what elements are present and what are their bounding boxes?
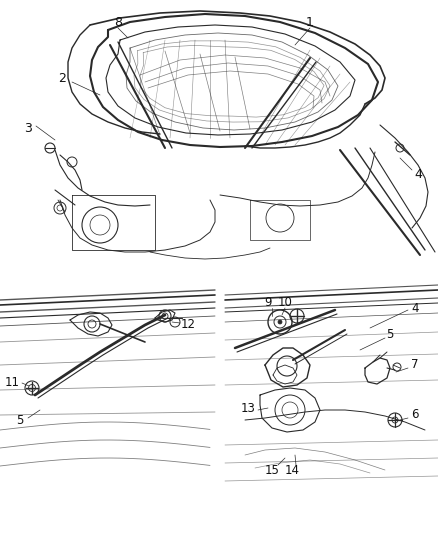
Text: 13: 13 (240, 401, 255, 415)
Text: 6: 6 (411, 408, 419, 422)
Text: 4: 4 (414, 168, 422, 182)
Text: 12: 12 (180, 319, 195, 332)
Text: 9: 9 (264, 295, 272, 309)
Text: 15: 15 (265, 464, 279, 477)
Text: 7: 7 (411, 359, 419, 372)
Text: 4: 4 (411, 302, 419, 314)
Text: 11: 11 (4, 376, 20, 389)
Text: 14: 14 (285, 464, 300, 477)
Text: 5: 5 (16, 414, 24, 426)
Text: 1: 1 (306, 15, 314, 28)
Text: 10: 10 (278, 295, 293, 309)
Circle shape (278, 320, 282, 324)
Text: 2: 2 (58, 71, 66, 85)
Text: 8: 8 (114, 15, 122, 28)
Text: 3: 3 (24, 122, 32, 134)
Text: 5: 5 (386, 328, 394, 342)
